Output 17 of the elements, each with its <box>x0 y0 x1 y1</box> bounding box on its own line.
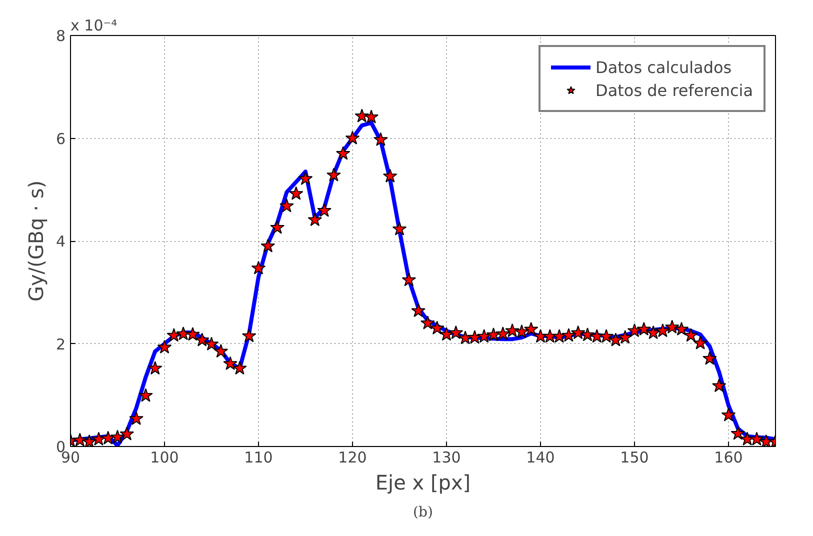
legend-label: Datos calculados <box>596 58 732 76</box>
x-tick-label: 130 <box>432 448 461 466</box>
legend-label: Datos de referencia <box>596 80 753 100</box>
y-tick-label: 4 <box>56 232 66 250</box>
y-tick-label: 6 <box>56 130 66 148</box>
x-tick-label: 100 <box>150 448 179 466</box>
y-tick-label: 2 <box>56 335 66 354</box>
x-tick-label: 150 <box>620 448 649 466</box>
x-tick-label: 160 <box>714 448 743 466</box>
y-axis-title: Gy/(GBq · s) <box>24 180 48 302</box>
text: x 10⁻⁴ <box>70 16 118 34</box>
x-axis-title: Eje x [px] <box>375 470 471 494</box>
y-tick-label: 8 <box>56 27 66 45</box>
x-tick-label: 140 <box>526 448 555 466</box>
text: (b) <box>413 504 433 520</box>
x-tick-label: 110 <box>244 448 273 466</box>
x-tick-label: 120 <box>338 448 367 466</box>
